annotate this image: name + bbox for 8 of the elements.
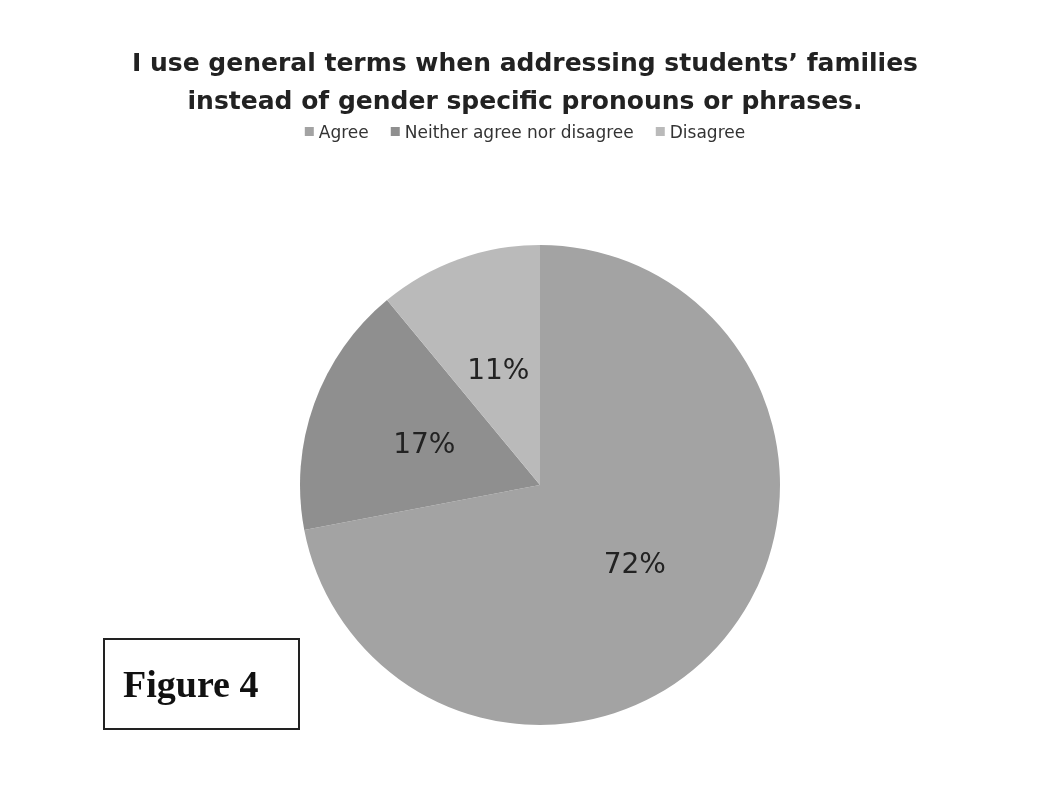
legend-label: Disagree [669, 121, 746, 142]
data-label: 17% [393, 426, 456, 460]
legend-label: Neither agree nor disagree [404, 121, 634, 142]
data-label: 72% [603, 546, 666, 580]
legend-label: Agree [318, 121, 369, 142]
chart-title: I use general terms when addressing students’ families instead of gender specific pronouns or phrases. [132, 47, 918, 115]
caption: Figure 4 [103, 638, 301, 730]
data-label: 11% [467, 352, 530, 386]
